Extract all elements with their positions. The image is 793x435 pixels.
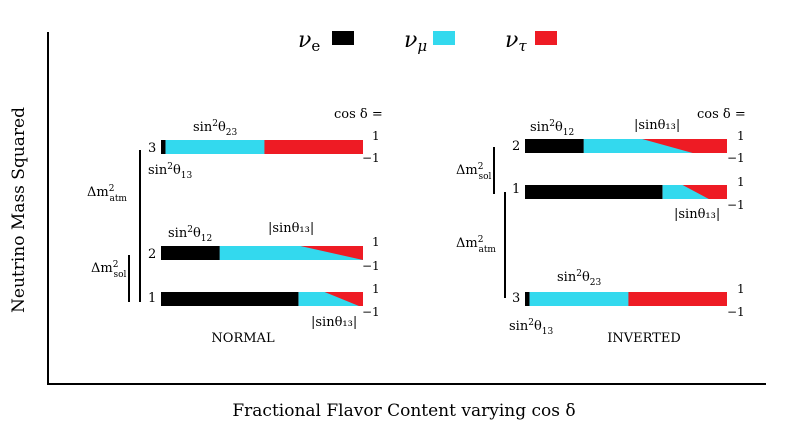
inverted-hierarchy-panel: cos δ = sin2θ12 |sinθ₁₃| 2 1 −1 Δm2 sol 1… bbox=[456, 107, 746, 346]
cos-bottom-value: −1 bbox=[362, 151, 380, 165]
abs-sin-theta13-label: |sinθ₁₃| bbox=[268, 221, 314, 236]
cos-top-value: 1 bbox=[372, 129, 380, 143]
nu-mu-segment bbox=[298, 292, 359, 306]
nu-mu-segment bbox=[219, 246, 363, 260]
sin-theta13-label: sin2θ13 bbox=[148, 162, 192, 181]
x-axis-title: Fractional Flavor Content varying cos δ bbox=[232, 401, 575, 421]
mass-bar-state-3 bbox=[525, 292, 727, 306]
dm-sol-label: Δm2 sol bbox=[91, 260, 126, 280]
state-number-1: 1 bbox=[512, 182, 520, 197]
nu-e-segment bbox=[525, 292, 530, 306]
cos-delta-label: cos δ = bbox=[697, 107, 746, 122]
state-number-2: 2 bbox=[148, 247, 156, 262]
cos-top-value: 1 bbox=[737, 282, 745, 296]
cos-bottom-value: −1 bbox=[362, 305, 380, 319]
legend-label-nu-e: νe bbox=[298, 28, 320, 55]
nu-e-segment bbox=[161, 246, 220, 260]
cos-top-value: 1 bbox=[737, 129, 745, 143]
nu-e-segment bbox=[525, 185, 663, 199]
abs-sin-theta13-label: |sinθ₁₃| bbox=[311, 315, 357, 330]
dm-sol-label: Δm2 sol bbox=[456, 162, 491, 182]
hierarchy-title: NORMAL bbox=[211, 331, 275, 346]
state-number-1: 1 bbox=[148, 291, 156, 306]
nu-mu-segment bbox=[165, 140, 265, 154]
cos-delta-label: cos δ = bbox=[334, 107, 383, 122]
sin-theta12-label: sin2θ12 bbox=[168, 225, 212, 244]
legend-label-nu-mu: νμ bbox=[404, 28, 427, 55]
nu-mu-segment bbox=[529, 292, 629, 306]
nu-e-segment bbox=[161, 140, 166, 154]
cos-bottom-value: −1 bbox=[362, 259, 380, 273]
nu-mu-segment bbox=[583, 139, 693, 153]
state-number-3: 3 bbox=[512, 291, 520, 306]
cos-bottom-value: −1 bbox=[727, 198, 745, 212]
abs-sin-theta13-label: |sinθ₁₃| bbox=[674, 207, 720, 222]
legend-swatch-nu-e bbox=[332, 31, 354, 45]
legend-swatch-nu-tau bbox=[535, 31, 557, 45]
legend-label-nu-tau: ντ bbox=[505, 28, 527, 55]
cos-bottom-value: −1 bbox=[727, 151, 745, 165]
mass-bar-state-2 bbox=[525, 139, 727, 153]
nu-mu-segment bbox=[662, 185, 709, 199]
cos-top-value: 1 bbox=[372, 282, 380, 296]
state-number-2: 2 bbox=[512, 139, 520, 154]
hierarchy-title: INVERTED bbox=[607, 331, 681, 346]
dm-atm-label: Δm2 atm bbox=[456, 235, 496, 255]
cos-top-value: 1 bbox=[737, 175, 745, 189]
nu-e-segment bbox=[525, 139, 584, 153]
abs-sin-theta13-label: |sinθ₁₃| bbox=[634, 118, 680, 133]
y-axis-title: Neutrino Mass Squared bbox=[9, 107, 29, 313]
normal-hierarchy-panel: cos δ = sin2θ23 3 1 −1 sin2θ13 Δm2 atm si… bbox=[87, 107, 383, 346]
mass-bar-state-1 bbox=[161, 292, 363, 306]
mass-bar-state-3 bbox=[161, 140, 363, 154]
sin-theta23-label: sin2θ23 bbox=[557, 269, 601, 288]
mass-bar-state-2 bbox=[161, 246, 363, 260]
sin-theta23-label: sin2θ23 bbox=[193, 119, 237, 138]
state-number-3: 3 bbox=[148, 141, 156, 156]
cos-top-value: 1 bbox=[372, 235, 380, 249]
mass-bar-state-1 bbox=[525, 185, 727, 199]
dm-atm-label: Δm2 atm bbox=[87, 184, 127, 204]
nu-e-segment bbox=[161, 292, 299, 306]
legend-swatch-nu-mu bbox=[433, 31, 455, 45]
sin-theta12-label: sin2θ12 bbox=[530, 119, 574, 138]
legend: νe νμ ντ bbox=[298, 28, 557, 55]
cos-bottom-value: −1 bbox=[727, 305, 745, 319]
sin-theta13-label: sin2θ13 bbox=[509, 318, 553, 337]
